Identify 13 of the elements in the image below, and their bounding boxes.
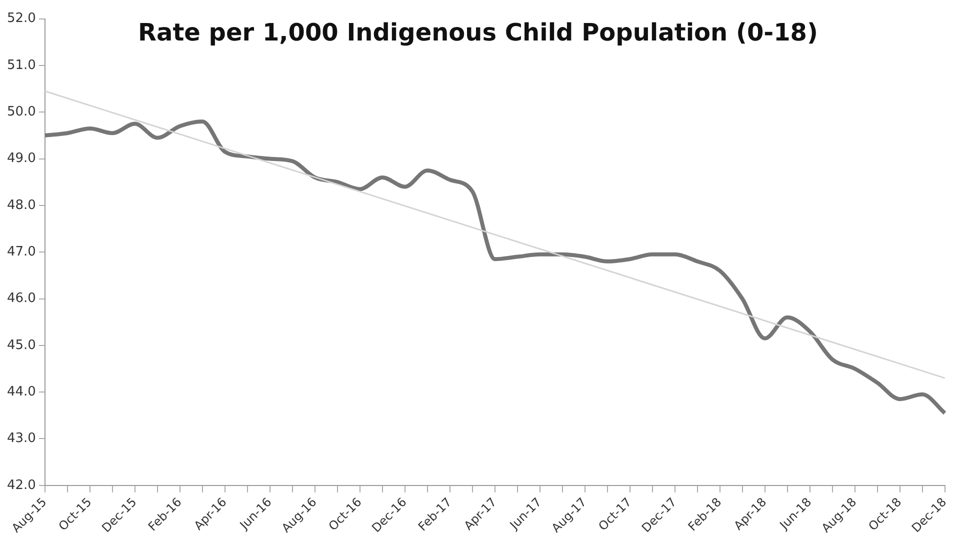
y-tick-label: 48.0	[6, 198, 36, 213]
y-tick-label: 47.0	[6, 244, 36, 260]
y-tick-label: 49.0	[6, 151, 36, 166]
chart-title: Rate per 1,000 Indigenous Child Population (0-18)	[138, 18, 818, 47]
y-tick-label: 42.0	[6, 478, 36, 493]
y-tick-label: 44.0	[6, 384, 36, 400]
line-series	[42, 119, 947, 416]
y-tick-label: 52.0	[6, 11, 36, 26]
y-tick-label: 45.0	[6, 338, 36, 353]
y-tick-label: 43.0	[6, 431, 36, 446]
y-tick-label: 51.0	[6, 58, 36, 73]
y-tick-label: 46.0	[6, 291, 36, 306]
y-tick-label: 50.0	[6, 104, 36, 120]
